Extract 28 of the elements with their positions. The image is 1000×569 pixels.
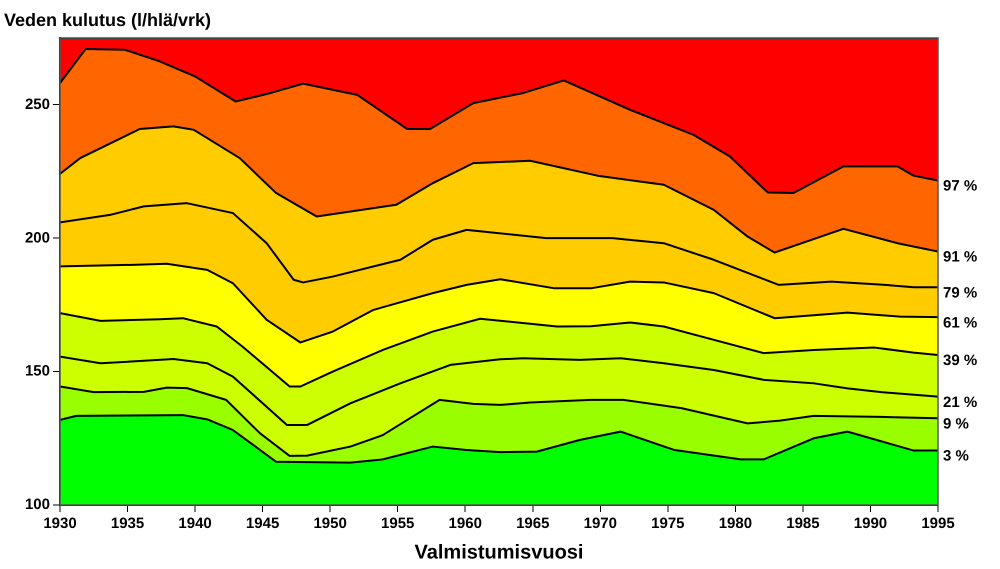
x-tick-label: 1985: [786, 515, 820, 532]
series-label: 61 %: [943, 314, 978, 332]
y-axis-title: Veden kulutus (l/hlä/vrk): [4, 10, 212, 30]
x-tick-label: 1965: [516, 515, 550, 532]
series-label: 3 %: [943, 448, 969, 465]
x-axis-title: Valmistumisvuosi: [414, 542, 584, 564]
y-tick-label: 150: [24, 362, 50, 380]
series-label: 91 %: [943, 248, 978, 266]
series-label: 39 %: [943, 352, 978, 370]
x-tick-label: 1970: [584, 515, 617, 532]
x-tick-label: 1945: [246, 515, 280, 532]
x-tick-label: 1995: [921, 515, 955, 532]
x-tick-label: 1955: [381, 515, 414, 532]
x-tick-label: 1930: [43, 515, 77, 532]
y-tick-label: 100: [24, 496, 50, 514]
x-tick-label: 1940: [178, 515, 212, 532]
x-tick-label: 1990: [854, 515, 888, 532]
series-label: 21 %: [943, 394, 978, 411]
y-tick-label: 250: [24, 96, 50, 113]
series-label: 79 %: [943, 284, 978, 302]
series-label: 9 %: [943, 415, 969, 432]
x-tick-label: 1960: [448, 515, 482, 532]
x-tick-label: 1950: [313, 515, 347, 532]
x-tick-label: 1935: [110, 515, 144, 532]
x-tick-label: 1980: [718, 515, 752, 532]
y-tick-label: 200: [24, 229, 50, 246]
x-tick-label: 1975: [651, 515, 685, 532]
series-label: 97 %: [943, 178, 978, 195]
